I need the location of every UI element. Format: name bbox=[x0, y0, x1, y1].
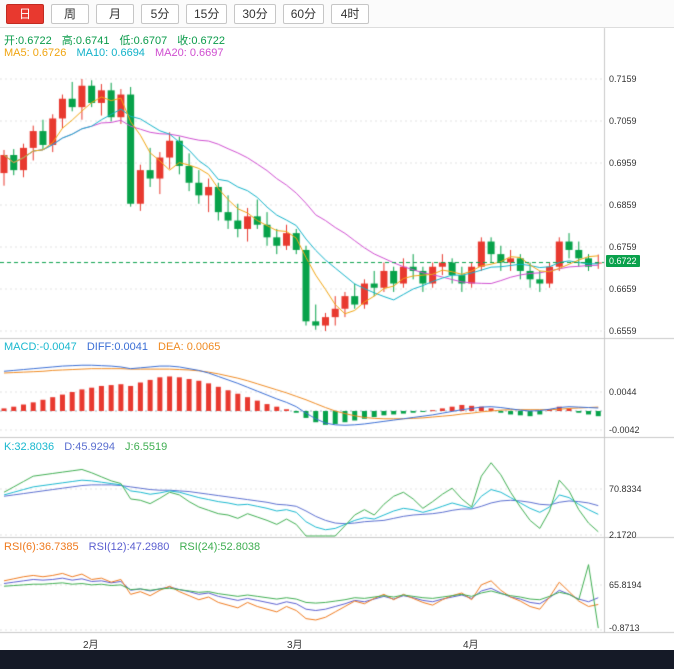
price-axis-label: 0.6759 bbox=[609, 242, 637, 252]
kdj-info: K:32.8036 D:45.9294 J:6.5519 bbox=[4, 441, 174, 453]
ma5-value: MA5: 0.6726 bbox=[4, 47, 67, 59]
tab-60min[interactable]: 60分 bbox=[282, 3, 325, 24]
high-value: 高:0.6741 bbox=[61, 35, 110, 47]
price-axis-label: 0.7059 bbox=[609, 116, 637, 126]
tab-30min[interactable]: 30分 bbox=[234, 3, 276, 24]
ohlc-info: 开:0.6722 高:0.6741 低:0.6707 收:0.6722 bbox=[4, 32, 232, 48]
j-value: J:6.5519 bbox=[125, 441, 168, 453]
tab-month[interactable]: 月 bbox=[96, 3, 134, 24]
price-axis-label: 0.6559 bbox=[609, 326, 637, 336]
bottom-bar bbox=[0, 650, 674, 669]
chart-canvas[interactable] bbox=[0, 0, 674, 650]
rsi-axis-label: 65.8194 bbox=[609, 580, 642, 590]
diff-value: DIFF:0.0041 bbox=[86, 341, 148, 353]
ma-info: MA5: 0.6726 MA10: 0.6694 MA20: 0.6697 bbox=[4, 47, 231, 59]
macd-axis-label: 0.0044 bbox=[609, 387, 637, 397]
price-axis-label: 0.7159 bbox=[609, 74, 637, 84]
rsi-info: RSI(6):36.7385 RSI(12):47.2980 RSI(24):5… bbox=[4, 541, 267, 553]
month-label-mar: 3月 bbox=[287, 640, 303, 651]
tab-15min[interactable]: 15分 bbox=[186, 3, 228, 24]
month-label-apr: 4月 bbox=[463, 640, 479, 651]
ma20-value: MA20: 0.6697 bbox=[155, 47, 224, 59]
tab-5min[interactable]: 5分 bbox=[141, 3, 179, 24]
rsi-axis-label: -0.8713 bbox=[609, 623, 640, 633]
macd-info: MACD:-0.0047 DIFF:0.0041 DEA: 0.0065 bbox=[4, 341, 227, 353]
kdj-axis-label: 2.1720 bbox=[609, 530, 637, 540]
macd-value: MACD:-0.0047 bbox=[4, 341, 77, 353]
open-value: 开:0.6722 bbox=[4, 35, 52, 47]
macd-axis-label: -0.0042 bbox=[609, 425, 640, 435]
price-axis-label: 0.6659 bbox=[609, 284, 637, 294]
price-axis-label: 0.6959 bbox=[609, 158, 637, 168]
rsi12-value: RSI(12):47.2980 bbox=[88, 541, 170, 553]
tab-4hour[interactable]: 4时 bbox=[331, 3, 370, 24]
dea-value: DEA: 0.0065 bbox=[158, 341, 221, 353]
tab-week[interactable]: 周 bbox=[51, 3, 89, 24]
k-value: K:32.8036 bbox=[4, 441, 55, 453]
current-price-tag: 0.6722 bbox=[606, 255, 640, 267]
tab-day[interactable]: 日 bbox=[6, 3, 44, 24]
rsi6-value: RSI(6):36.7385 bbox=[4, 541, 79, 553]
timeframe-toolbar: 日 周 月 5分 15分 30分 60分 4时 bbox=[0, 0, 674, 28]
kdj-axis-label: 70.8334 bbox=[609, 484, 642, 494]
month-label-feb: 2月 bbox=[83, 640, 99, 651]
ma10-value: MA10: 0.6694 bbox=[76, 47, 145, 59]
low-value: 低:0.6707 bbox=[119, 35, 168, 47]
rsi24-value: RSI(24):52.8038 bbox=[179, 541, 261, 553]
d-value: D:45.9294 bbox=[64, 441, 115, 453]
close-value: 收:0.6722 bbox=[177, 35, 225, 47]
price-axis-label: 0.6859 bbox=[609, 200, 637, 210]
